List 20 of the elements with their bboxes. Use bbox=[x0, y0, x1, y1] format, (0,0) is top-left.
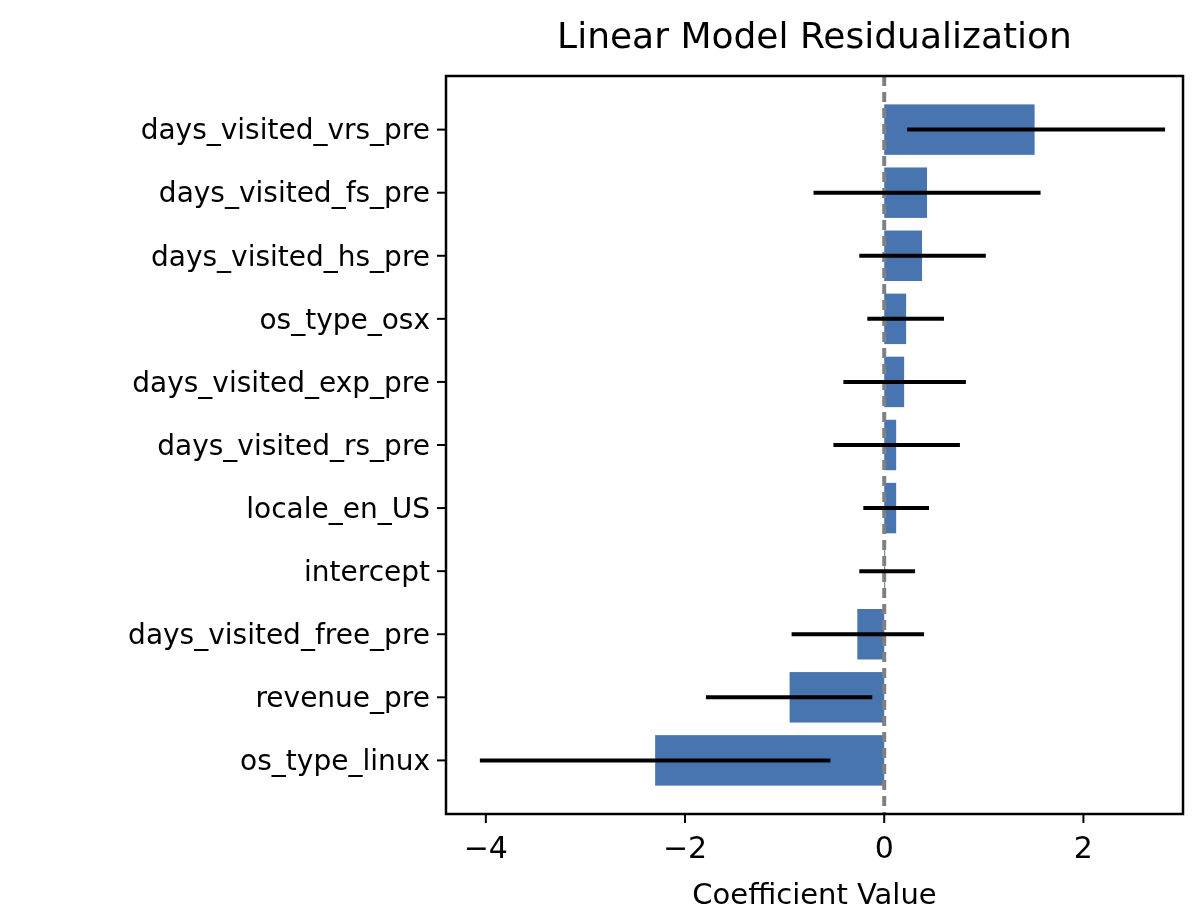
y-tick-label: days_visited_fs_pre bbox=[158, 176, 430, 210]
y-tick-label: days_visited_vrs_pre bbox=[140, 113, 430, 147]
y-tick-label: days_visited_exp_pre bbox=[132, 365, 430, 399]
y-tick-label: os_type_osx bbox=[259, 302, 430, 336]
bar bbox=[884, 104, 1035, 155]
y-tick-label: locale_en_US bbox=[246, 491, 430, 525]
x-tick-label: −2 bbox=[662, 830, 708, 865]
x-tick-label: 0 bbox=[874, 830, 894, 865]
x-tick-label: −4 bbox=[463, 830, 508, 865]
y-tick-label: os_type_linux bbox=[240, 744, 430, 778]
y-tick-label: revenue_pre bbox=[255, 681, 430, 715]
y-tick-label: days_visited_rs_pre bbox=[157, 428, 430, 462]
y-tick-label: intercept bbox=[304, 554, 431, 588]
x-tick-label: 2 bbox=[1073, 830, 1093, 865]
x-axis-title: Coefficient Value bbox=[692, 877, 937, 911]
bar bbox=[789, 672, 885, 723]
y-tick-label: days_visited_hs_pre bbox=[150, 239, 430, 273]
bar bbox=[655, 735, 885, 786]
y-tick-label: days_visited_free_pre bbox=[128, 618, 430, 652]
chart-title: Linear Model Residualization bbox=[557, 15, 1072, 56]
